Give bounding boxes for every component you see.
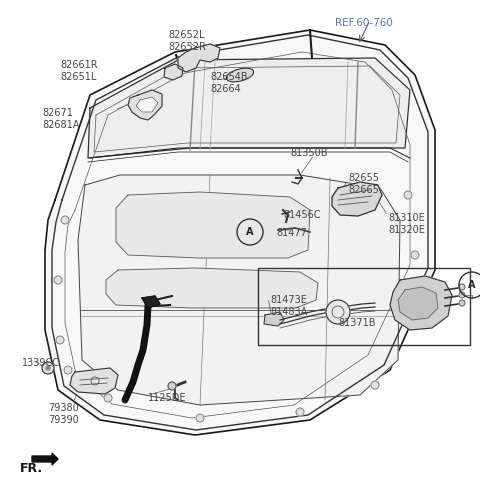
Circle shape	[326, 300, 350, 324]
Ellipse shape	[227, 68, 253, 82]
Text: 81371B: 81371B	[338, 318, 375, 328]
Circle shape	[42, 362, 54, 374]
Polygon shape	[332, 182, 382, 216]
Polygon shape	[264, 312, 284, 326]
Circle shape	[459, 284, 465, 290]
Polygon shape	[164, 64, 183, 80]
Polygon shape	[398, 287, 438, 320]
Circle shape	[196, 414, 204, 422]
Circle shape	[404, 191, 412, 199]
Text: 81477: 81477	[276, 228, 307, 238]
Text: A: A	[468, 280, 476, 290]
Circle shape	[61, 216, 69, 224]
Text: 82671
82681A: 82671 82681A	[42, 108, 79, 129]
Polygon shape	[78, 175, 400, 405]
Circle shape	[411, 251, 419, 259]
Polygon shape	[128, 90, 162, 120]
Polygon shape	[116, 192, 310, 258]
Circle shape	[459, 300, 465, 306]
Text: 82652L
82652R: 82652L 82652R	[168, 30, 206, 52]
Polygon shape	[390, 276, 452, 330]
Polygon shape	[70, 368, 118, 394]
Circle shape	[104, 394, 112, 402]
Text: 1125DE: 1125DE	[148, 393, 187, 403]
Circle shape	[168, 382, 176, 390]
Polygon shape	[106, 268, 318, 308]
Text: 82661R
82651L: 82661R 82651L	[60, 60, 97, 82]
Polygon shape	[45, 30, 435, 435]
Text: 82654B
82664: 82654B 82664	[210, 72, 248, 93]
Text: 81350B: 81350B	[290, 148, 327, 158]
Text: 81473E
81483A: 81473E 81483A	[270, 295, 307, 316]
Polygon shape	[32, 453, 58, 465]
Circle shape	[459, 292, 465, 298]
Text: 82655
82665: 82655 82665	[348, 173, 379, 195]
Text: 1339CC: 1339CC	[22, 358, 60, 368]
Polygon shape	[88, 58, 410, 158]
Text: A: A	[246, 227, 254, 237]
Circle shape	[54, 276, 62, 284]
Text: 81310E
81320E: 81310E 81320E	[388, 213, 425, 235]
Circle shape	[46, 366, 50, 370]
Circle shape	[371, 381, 379, 389]
Text: FR.: FR.	[20, 462, 43, 475]
Text: 79380
79390: 79380 79390	[48, 403, 79, 425]
Polygon shape	[178, 44, 220, 72]
Circle shape	[296, 408, 304, 416]
Polygon shape	[136, 97, 158, 112]
Text: REF.60-760: REF.60-760	[335, 18, 393, 28]
Text: 81456C: 81456C	[283, 210, 321, 220]
Bar	[258, 268, 470, 345]
Circle shape	[64, 366, 72, 374]
Circle shape	[406, 316, 414, 324]
Polygon shape	[142, 296, 160, 308]
Circle shape	[56, 336, 64, 344]
